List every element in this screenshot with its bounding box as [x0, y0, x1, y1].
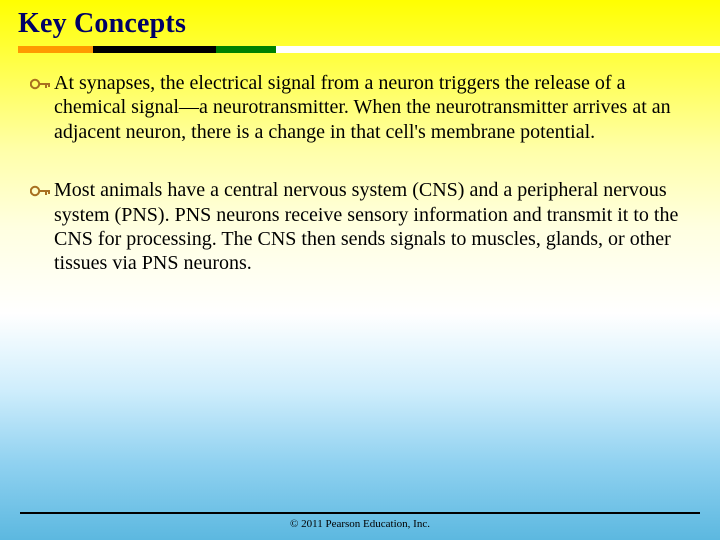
- footer-rule: [20, 512, 700, 514]
- bullet-text: At synapses, the electrical signal from …: [54, 71, 690, 144]
- list-item: Most animals have a central nervous syst…: [30, 178, 690, 276]
- copyright-text: © 2011 Pearson Education, Inc.: [0, 518, 720, 530]
- bullet-text: Most animals have a central nervous syst…: [54, 178, 690, 276]
- list-item: At synapses, the electrical signal from …: [30, 71, 690, 144]
- content-area: At synapses, the electrical signal from …: [0, 53, 720, 276]
- key-icon: [30, 78, 50, 90]
- underline-seg-orange: [18, 46, 93, 53]
- footer: © 2011 Pearson Education, Inc.: [0, 512, 720, 530]
- underline-seg-white: [276, 46, 720, 53]
- title-underline: [18, 46, 720, 53]
- key-icon: [30, 185, 50, 197]
- underline-seg-green: [216, 46, 276, 53]
- slide-title: Key Concepts: [0, 0, 720, 46]
- underline-seg-black: [93, 46, 216, 53]
- slide: Key Concepts At synapses, the electrical…: [0, 0, 720, 540]
